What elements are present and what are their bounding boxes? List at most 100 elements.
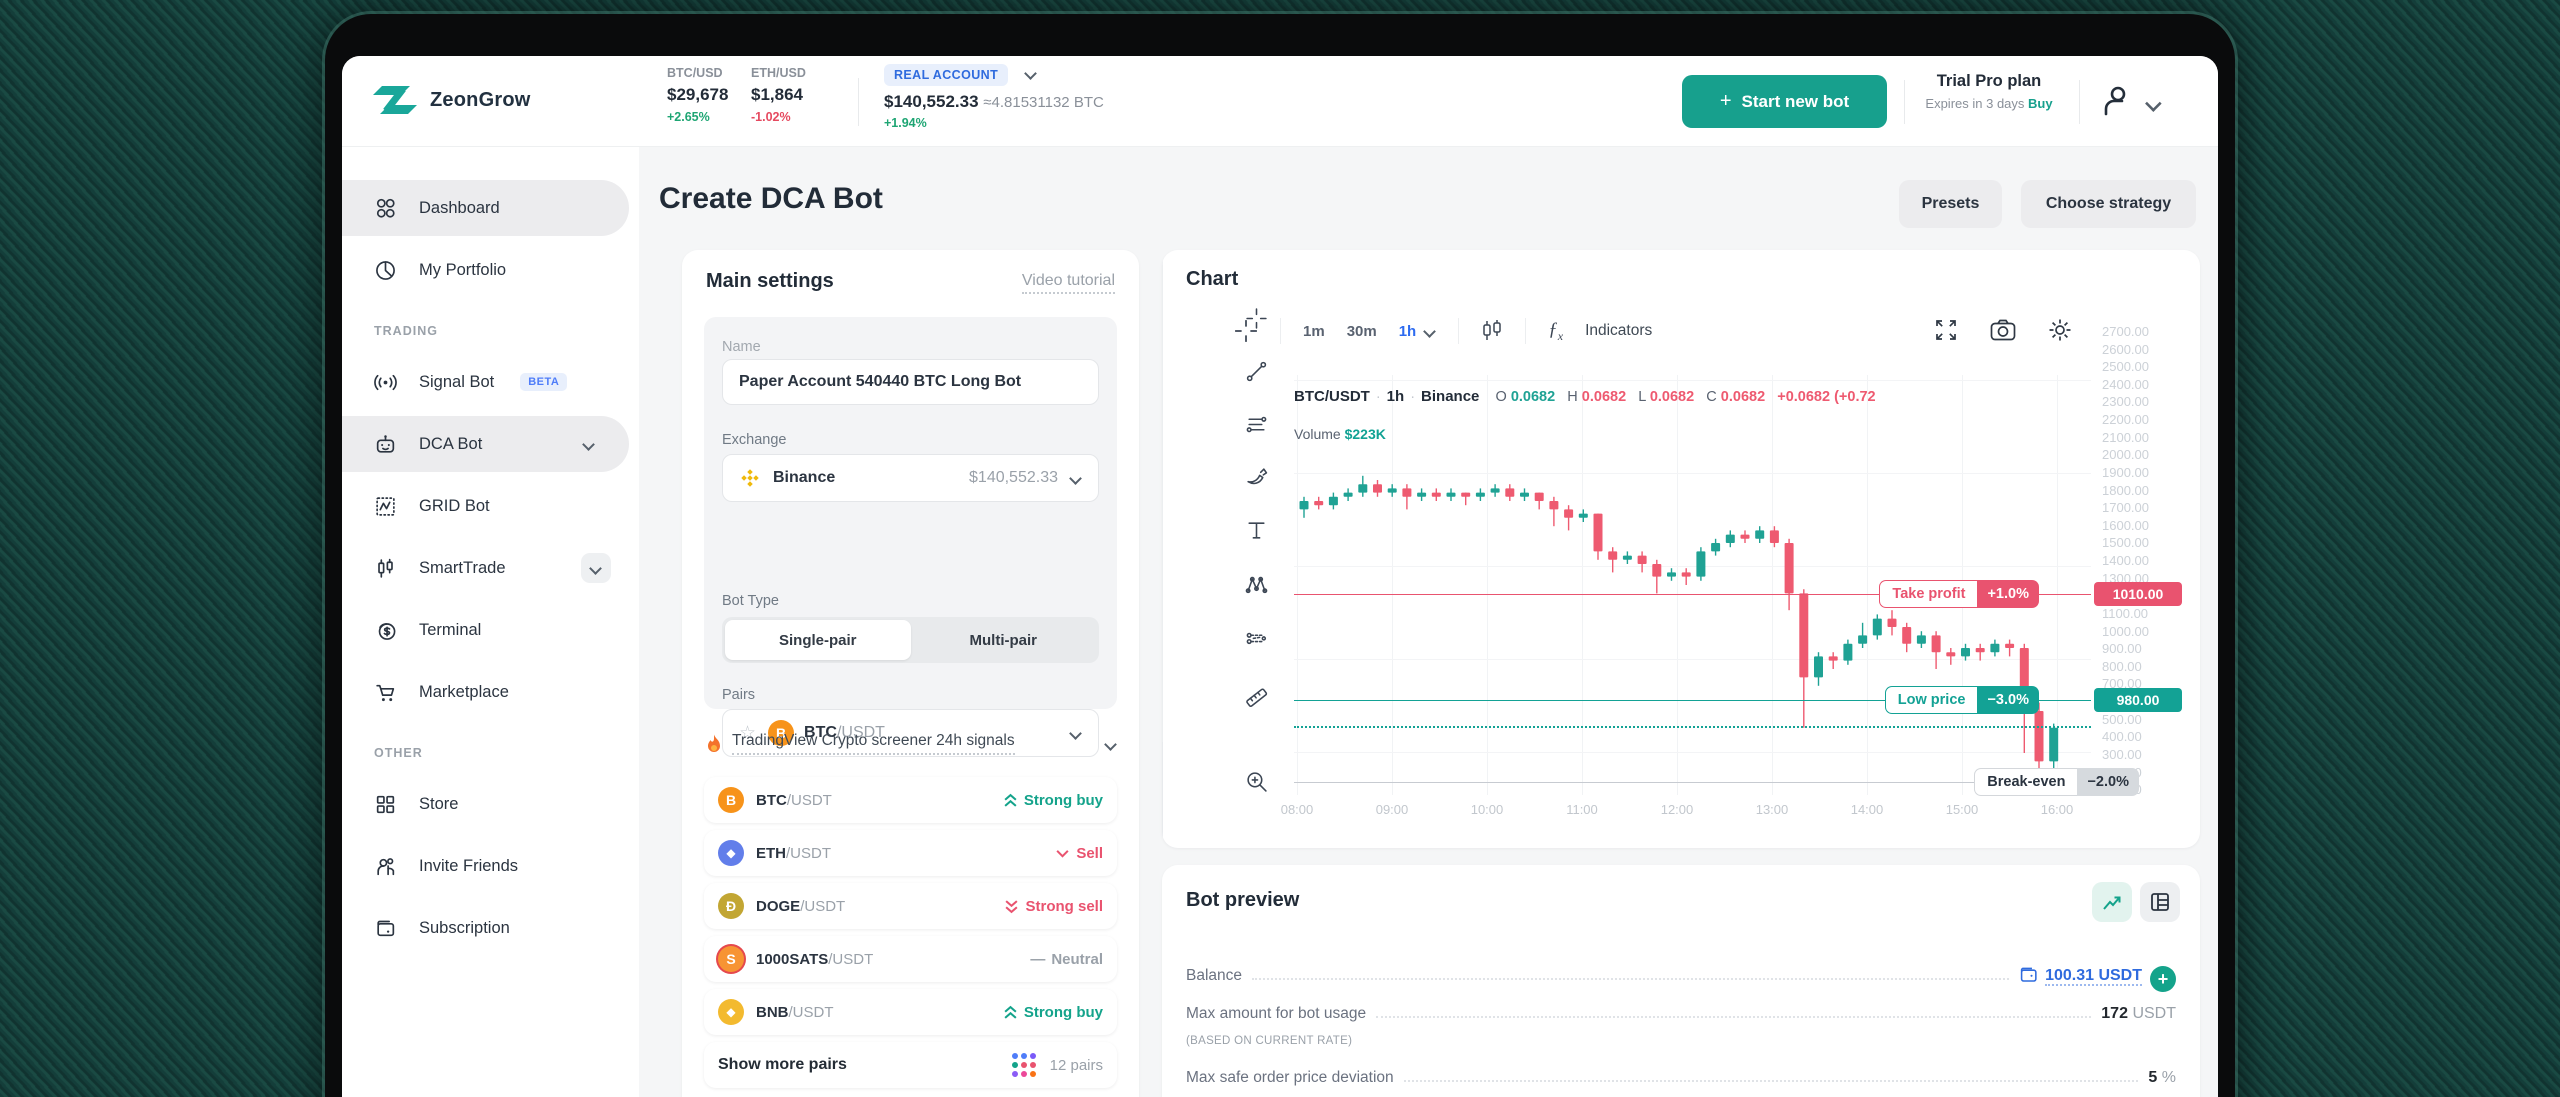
timeframe-chevron-icon[interactable]: [1424, 325, 1436, 337]
parallel-lines-tool-tool[interactable]: [1234, 413, 1278, 436]
time-axis-label: 11:00: [1566, 802, 1598, 817]
account-selector[interactable]: REAL ACCOUNT $140,552.33 ≈4.81531132 BTC…: [884, 64, 1104, 130]
signal-row-1000sats[interactable]: S 1000SATS/USDT — Neutral: [704, 936, 1117, 982]
preview-chart-view-button[interactable]: [2092, 882, 2132, 922]
sidebar-item-label: SmartTrade: [419, 558, 506, 577]
sell-icon: [1056, 849, 1069, 858]
name-label: Name: [722, 339, 761, 355]
signal-pair-quote: /USDT: [788, 1003, 834, 1021]
app-window: ZeonGrow BTC/USD $29,678 +2.65% ETH/USD …: [342, 56, 2218, 1097]
sidebar-item-signal-bot[interactable]: Signal Bot BETA: [342, 354, 639, 410]
brush-tool-tool[interactable]: [1234, 466, 1278, 489]
ruler-tool-tool[interactable]: [1234, 686, 1278, 709]
chevron-down-icon[interactable]: [1025, 67, 1037, 79]
wallet-icon: [2020, 967, 2037, 982]
fx-icon[interactable]: ƒx: [1548, 318, 1564, 343]
sidebar-item-terminal[interactable]: Terminal: [342, 602, 639, 658]
favorite-star-icon[interactable]: ☆: [739, 722, 757, 744]
bot-name-input[interactable]: Paper Account 540440 BTC Long Bot: [722, 359, 1099, 405]
screenshot-camera-icon[interactable]: [1990, 319, 2016, 341]
preview-table-view-button[interactable]: [2140, 882, 2180, 922]
balance-value-link[interactable]: 100.31 USDT: [2045, 967, 2142, 986]
volume-legend: Volume $223K: [1294, 426, 1386, 442]
bot-preview-card: Bot preview Balance 100.31 USDT + Max amoun…: [1162, 865, 2200, 1097]
portfolio-icon: [376, 260, 395, 280]
ticker-change: -1.02%: [751, 110, 791, 124]
user-menu-chevron-icon[interactable]: [2146, 95, 2162, 111]
low-price-label: Low price −3.0%: [1884, 686, 2039, 714]
divider: [2079, 80, 2080, 124]
signal-row-eth[interactable]: ◆ ETH/USDT Sell: [704, 830, 1117, 876]
chevron-down-icon[interactable]: [1105, 738, 1117, 750]
plan-buy-link[interactable]: Buy: [2028, 96, 2053, 111]
line-percent: −3.0%: [1977, 686, 2039, 714]
preview-value: 172: [2101, 1005, 2128, 1022]
sidebar-item-grid-bot[interactable]: GRID Bot: [342, 478, 639, 534]
pairs-dropdown[interactable]: ☆ B BTC /USDT: [722, 709, 1099, 757]
candlestick-style-icon[interactable]: [1481, 319, 1503, 343]
expand-chevron-button[interactable]: [581, 553, 611, 583]
bot-type-multi-pair[interactable]: Multi-pair: [969, 631, 1038, 649]
dotted-leader: [1376, 1016, 2092, 1018]
trendline-tool-tool[interactable]: [1234, 360, 1278, 383]
brand-logo[interactable]: ZeonGrow: [372, 80, 531, 120]
zoom-tool-icon: [1246, 772, 1267, 792]
price-tag: 980.00: [2094, 688, 2182, 712]
dotted-leader: [1403, 1080, 2139, 1082]
signal-value: Strong buy: [1023, 791, 1103, 809]
signal-row-bnb[interactable]: ◆ BNB/USDT Strong buy: [704, 989, 1117, 1035]
fullscreen-icon[interactable]: [1934, 318, 1958, 342]
price-axis-label: 1500.00: [2102, 535, 2149, 551]
account-change: +1.94%: [884, 116, 927, 130]
exchange-dropdown[interactable]: Binance $140,552.33: [722, 454, 1099, 502]
choose-strategy-button[interactable]: Choose strategy: [2021, 180, 2196, 228]
ruler-tool-icon: [1245, 688, 1267, 707]
ticker-btcusd: BTC/USD $29,678 +2.65%: [667, 66, 751, 124]
bot-type-single-pair[interactable]: Single-pair: [725, 620, 911, 660]
sidebar-item-marketplace[interactable]: Marketplace: [342, 664, 639, 720]
xabcd-pattern-tool-tool[interactable]: [1234, 574, 1278, 597]
signal-row-btc[interactable]: B BTC/USDT Strong buy: [704, 777, 1117, 823]
screener-header[interactable]: TradingView Crypto screener 24h signals: [706, 732, 1117, 755]
presets-button[interactable]: Presets: [1899, 180, 2002, 228]
indicators-button[interactable]: Indicators: [1585, 322, 1653, 339]
Break-even-line: [1294, 782, 2091, 783]
pairs-grid-icon: [1011, 1053, 1036, 1077]
text-tool-tool[interactable]: [1234, 519, 1278, 542]
preview-label: Max safe order price deviation: [1186, 1069, 1394, 1086]
grid-line: [1297, 375, 1298, 795]
position-tool-tool[interactable]: [1234, 629, 1278, 652]
timeframe-1m-button[interactable]: 1m: [1303, 322, 1325, 340]
timeframe-1h-button[interactable]: 1h: [1398, 322, 1417, 340]
price-line: [1294, 726, 2091, 728]
price-axis-label: 1000.00: [2102, 623, 2149, 639]
preview-unit: USDT: [2132, 1005, 2176, 1022]
account-type-badge[interactable]: REAL ACCOUNT: [884, 64, 1009, 86]
price-axis-label: 500.00: [2102, 711, 2142, 727]
price-axis-label: 900.00: [2102, 641, 2142, 657]
video-tutorial-link[interactable]: Video tutorial: [1021, 272, 1115, 294]
sidebar-item-subscription[interactable]: Subscription: [342, 900, 639, 956]
signal-pair-quote: /USDT: [800, 897, 846, 915]
sidebar-item-dashboard[interactable]: Dashboard: [342, 180, 629, 236]
price-axis-label: 2700.00: [2102, 324, 2149, 339]
crosshair-tool-tool[interactable]: [1234, 307, 1278, 330]
sidebar-item-dca-bot[interactable]: DCA Bot: [342, 416, 629, 472]
show-more-pairs-button[interactable]: Show more pairs 12 pairs: [704, 1042, 1117, 1088]
sidebar-item-smarttrade[interactable]: SmartTrade: [342, 540, 639, 596]
zoom-tool-tool[interactable]: [1234, 770, 1278, 793]
add-funds-button[interactable]: +: [2150, 966, 2176, 992]
chevron-down-icon[interactable]: [583, 438, 595, 450]
user-icon[interactable]: [2099, 84, 2133, 120]
sidebar-item-my-portfolio[interactable]: My Portfolio: [342, 242, 639, 298]
sidebar-item-invite-friends[interactable]: Invite Friends: [342, 838, 639, 894]
strong-sell-icon: [1005, 899, 1019, 913]
sidebar-item-store[interactable]: Store: [342, 776, 639, 832]
chart-plot[interactable]: 2700.00 2600.00 2500.00 2400.00 2300.00 2200.…: [1162, 250, 2200, 848]
preview-row-max-safe-order-price-deviation: Max safe order price deviation 5 %: [1186, 1069, 2176, 1089]
signal-row-doge[interactable]: Ð DOGE/USDT Strong sell: [704, 883, 1117, 929]
chart-settings-gear-icon[interactable]: [2048, 318, 2072, 342]
start-new-bot-button[interactable]: + Start new bot: [1682, 75, 1887, 128]
crosshair-icon[interactable]: [1234, 319, 1258, 343]
timeframe-30m-button[interactable]: 30m: [1346, 322, 1377, 340]
